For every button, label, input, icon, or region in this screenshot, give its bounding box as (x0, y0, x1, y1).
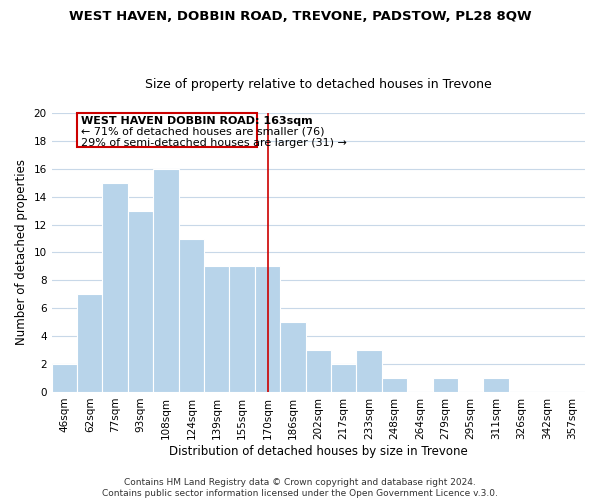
X-axis label: Distribution of detached houses by size in Trevone: Distribution of detached houses by size … (169, 444, 468, 458)
Y-axis label: Number of detached properties: Number of detached properties (15, 160, 28, 346)
Bar (484, 378, 509, 392)
Text: WEST HAVEN, DOBBIN ROAD, TREVONE, PADSTOW, PL28 8QW: WEST HAVEN, DOBBIN ROAD, TREVONE, PADSTO… (68, 10, 532, 23)
Text: 29% of semi-detached houses are larger (31) →: 29% of semi-detached houses are larger (… (81, 138, 347, 148)
Text: ← 71% of detached houses are smaller (76): ← 71% of detached houses are smaller (76… (81, 127, 325, 137)
FancyBboxPatch shape (77, 113, 257, 147)
Title: Size of property relative to detached houses in Trevone: Size of property relative to detached ho… (145, 78, 492, 91)
Bar (179, 238, 204, 392)
Bar (331, 364, 356, 392)
Bar (153, 169, 179, 392)
Bar (382, 378, 407, 392)
Bar (229, 266, 255, 392)
Bar (128, 210, 153, 392)
Bar (255, 266, 280, 392)
Bar (52, 364, 77, 392)
Bar (356, 350, 382, 392)
Bar (305, 350, 331, 392)
Bar (103, 182, 128, 392)
Text: Contains HM Land Registry data © Crown copyright and database right 2024.
Contai: Contains HM Land Registry data © Crown c… (102, 478, 498, 498)
Text: WEST HAVEN DOBBIN ROAD: 163sqm: WEST HAVEN DOBBIN ROAD: 163sqm (81, 116, 313, 126)
Bar (280, 322, 305, 392)
Bar (204, 266, 229, 392)
Bar (77, 294, 103, 392)
Bar (433, 378, 458, 392)
